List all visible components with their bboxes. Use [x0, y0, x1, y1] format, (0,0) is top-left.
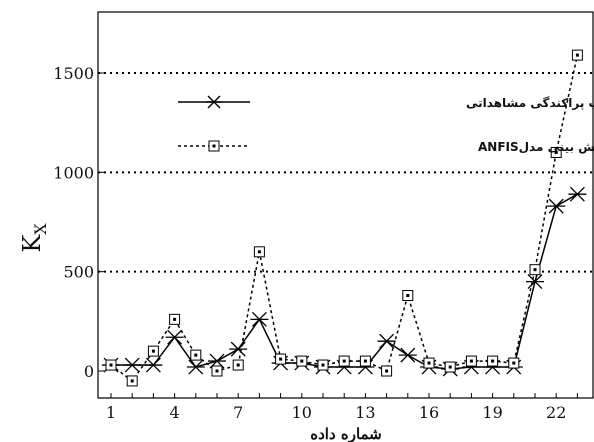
series-1-point-10: [296, 355, 308, 367]
series-1-point-19: [487, 355, 499, 367]
square-marker-dot: [385, 369, 389, 373]
y-tick-label-500: 500: [63, 263, 94, 282]
x-axis-title: شماره داده: [310, 425, 382, 442]
square-marker-dot: [448, 365, 452, 369]
series-0-point-23: [568, 186, 587, 202]
square-marker-dot: [554, 150, 558, 154]
series-1-point-5: [190, 349, 202, 361]
legend: ضریب پراکندگی مشاهداتی ضریب پراکندگی پیش…: [178, 95, 594, 154]
plot-frame: [97, 11, 594, 399]
y-tick-label-1500: 1500: [53, 64, 94, 83]
square-marker-dot: [109, 363, 113, 367]
series-1-point-9: [275, 353, 287, 365]
legend-label-observed: ضریب پراکندگی مشاهداتی: [466, 96, 594, 110]
x-tick-label-19: 19: [482, 403, 502, 422]
tick-labels: 0 500 1000 1500 1 4 7 10 13 16 19 22: [53, 64, 566, 422]
series-1-point-4: [169, 313, 181, 325]
series-0-point-5: [186, 359, 205, 375]
series-0-point-4: [165, 329, 184, 345]
series-1-point-23: [571, 49, 583, 61]
x-tick-label-7: 7: [233, 403, 243, 422]
x-tick-label-10: 10: [292, 403, 312, 422]
square-marker-dot: [130, 379, 134, 383]
square-marker-dot: [363, 359, 367, 363]
square-marker-dot: [151, 349, 155, 353]
square-marker-dot: [173, 317, 177, 321]
legend-label-anfis: ضریب پراکندگی پیش بینی مدلANFIS: [478, 140, 594, 154]
series-1-point-21: [529, 264, 541, 276]
y-tick-label-1000: 1000: [53, 163, 94, 182]
series-0-point-3: [144, 357, 163, 373]
series-1-point-15: [402, 290, 414, 302]
square-marker-dot: [279, 357, 283, 361]
square-marker-dot: [533, 268, 537, 272]
series-0-point-2: [123, 357, 142, 373]
series-1-point-8: [253, 246, 265, 258]
series-0-point-7: [229, 341, 248, 357]
series-1-point-17: [444, 361, 456, 373]
x-tick-label-4: 4: [170, 403, 180, 422]
series-1-point-13: [359, 355, 371, 367]
square-marker-dot: [427, 361, 431, 365]
square-marker-dot: [512, 361, 516, 365]
series-1-point-3: [147, 345, 159, 357]
series-0-point-8: [250, 311, 269, 327]
x-tick-label-1: 1: [106, 403, 116, 422]
square-marker-dot: [194, 353, 198, 357]
square-marker-dot: [342, 359, 346, 363]
series-0-point-15: [398, 347, 417, 363]
grid-lines: [98, 72, 594, 273]
legend-marker-observed: [206, 95, 222, 109]
series-1-point-20: [508, 357, 520, 369]
square-marker-dot: [406, 294, 410, 298]
series-1-point-6: [211, 365, 223, 377]
square-marker-dot: [236, 363, 240, 367]
square-marker-dot: [469, 359, 473, 363]
series-1-point-1: [105, 359, 117, 371]
series-1-point-7: [232, 359, 244, 371]
x-tick-label-13: 13: [355, 403, 375, 422]
series-1-point-12: [338, 355, 350, 367]
x-tick-label-16: 16: [419, 403, 439, 422]
legend-marker-anfis: [208, 140, 220, 152]
y-axis-title: KX: [18, 223, 50, 253]
series-group: [102, 49, 587, 387]
series-1-point-2: [126, 375, 138, 387]
square-marker-dot: [321, 363, 325, 367]
series-clipped: [102, 49, 587, 387]
square-marker-dot: [300, 359, 304, 363]
axes: [97, 11, 594, 399]
series-1-point-16: [423, 357, 435, 369]
square-marker-dot: [215, 369, 219, 373]
square-marker-dot: [257, 250, 261, 254]
series-0-point-14: [377, 333, 396, 349]
square-marker-dot: [491, 359, 495, 363]
series-1-point-11: [317, 359, 329, 371]
x-tick-label-22: 22: [546, 403, 566, 422]
series-0-point-21: [526, 274, 544, 290]
series-1-point-18: [465, 355, 477, 367]
square-marker-dot: [575, 53, 579, 57]
series-1-point-22: [550, 146, 562, 158]
series-0-point-22: [547, 198, 566, 214]
y-tick-label-0: 0: [84, 362, 94, 381]
series-1-point-14: [381, 365, 393, 377]
